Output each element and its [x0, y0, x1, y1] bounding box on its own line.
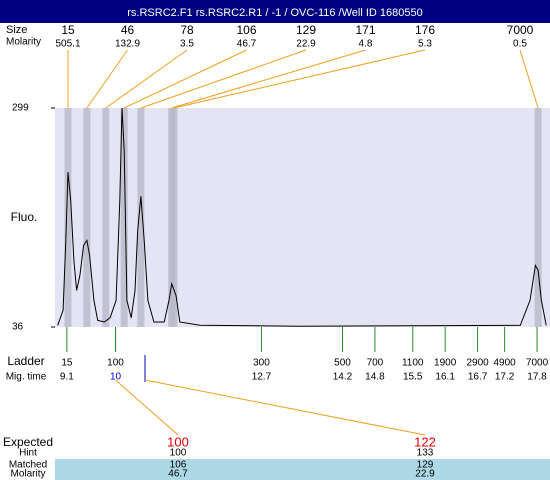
ladder-size: 300 — [253, 358, 270, 369]
ladder-size: 2900 — [466, 358, 489, 369]
peak-connector — [173, 49, 426, 109]
expected-molarity: 46.7 — [168, 469, 188, 480]
ladder-size: 1100 — [402, 358, 424, 369]
plot-area — [55, 108, 550, 327]
ladder-time: 16.1 — [435, 372, 455, 383]
peak-band — [64, 108, 72, 327]
ladder-time: 15.5 — [403, 372, 423, 383]
peak-connector — [171, 49, 366, 109]
ladder-size: 15 — [61, 358, 73, 369]
peak-size: 106 — [236, 23, 256, 37]
peak-molarity: 132.9 — [115, 39, 140, 50]
ladder-size: 4900 — [493, 358, 516, 369]
peak-connector — [123, 49, 247, 109]
mig-time-label: Mig. time — [6, 372, 47, 383]
peak-molarity: 4.8 — [359, 39, 373, 50]
ladder-time: 10 — [110, 372, 122, 383]
expected-matched: 106 — [170, 460, 187, 471]
y-tick-label: 299 — [12, 103, 29, 114]
y-tick-label: 36 — [12, 322, 24, 333]
peak-band — [170, 108, 178, 327]
ladder-time: 14.2 — [333, 372, 353, 383]
expected-connector — [144, 379, 426, 436]
peak-molarity: 46.7 — [237, 39, 257, 50]
ladder-size: 7000 — [526, 358, 549, 369]
peak-connector — [519, 49, 539, 109]
peak-connector — [140, 49, 307, 109]
peak-molarity: 0.5 — [513, 39, 527, 50]
trace — [57, 107, 547, 327]
expected-hint: 100 — [170, 448, 187, 459]
peak-size: 176 — [415, 23, 435, 37]
ladder-time: 17.8 — [527, 372, 547, 383]
peak-size: 129 — [296, 23, 316, 37]
expected-hint: 133 — [417, 448, 434, 459]
expected-connector — [115, 379, 179, 436]
peak-connector — [86, 49, 128, 109]
peak-molarity: 505.1 — [55, 39, 80, 50]
title-bar — [0, 0, 550, 23]
peak-size: 7000 — [507, 23, 534, 37]
ladder-time: 14.8 — [365, 372, 385, 383]
ladder-size: 500 — [334, 358, 351, 369]
peak-connector — [105, 49, 188, 109]
peak-band — [102, 108, 110, 327]
row-label: Molarity — [10, 469, 45, 480]
row-label: Matched — [9, 460, 47, 471]
peak-molarity: 5.3 — [418, 39, 432, 50]
ladder-time: 9.1 — [60, 372, 74, 383]
row-label: Expected — [3, 435, 53, 449]
ladder-size: 100 — [107, 358, 124, 369]
y-axis-label: Fluo. — [11, 210, 38, 224]
peak-size: 46 — [121, 23, 135, 37]
peak-molarity: 3.5 — [180, 39, 194, 50]
peak-molarity: 22.9 — [296, 39, 316, 50]
peak-size: 78 — [180, 23, 194, 37]
size-label: Size — [6, 24, 27, 36]
ladder-size: 700 — [367, 358, 384, 369]
peak-band — [83, 108, 91, 327]
peak-size: 15 — [61, 23, 75, 37]
molarity-label: Molarity — [6, 37, 41, 48]
expected-molarity: 22.9 — [415, 469, 435, 480]
title: rs.RSRC2.F1 rs.RSRC2.R1 / -1 / OVC-116 /… — [127, 7, 422, 19]
peak-band — [137, 108, 145, 327]
peak-band — [534, 108, 542, 327]
expected-matched: 129 — [417, 460, 434, 471]
expected-expected: 100 — [167, 434, 189, 449]
ladder-label: Ladder — [7, 354, 44, 368]
ladder-time: 12.7 — [252, 372, 272, 383]
ladder-time: 17.2 — [495, 372, 515, 383]
expected-expected: 122 — [414, 434, 436, 449]
row-label: Hint — [19, 448, 37, 459]
matched-band — [55, 459, 550, 480]
ladder-time: 16.7 — [468, 372, 488, 383]
peak-band — [120, 108, 128, 327]
peak-size: 171 — [355, 23, 375, 37]
ladder-size: 1900 — [434, 358, 457, 369]
